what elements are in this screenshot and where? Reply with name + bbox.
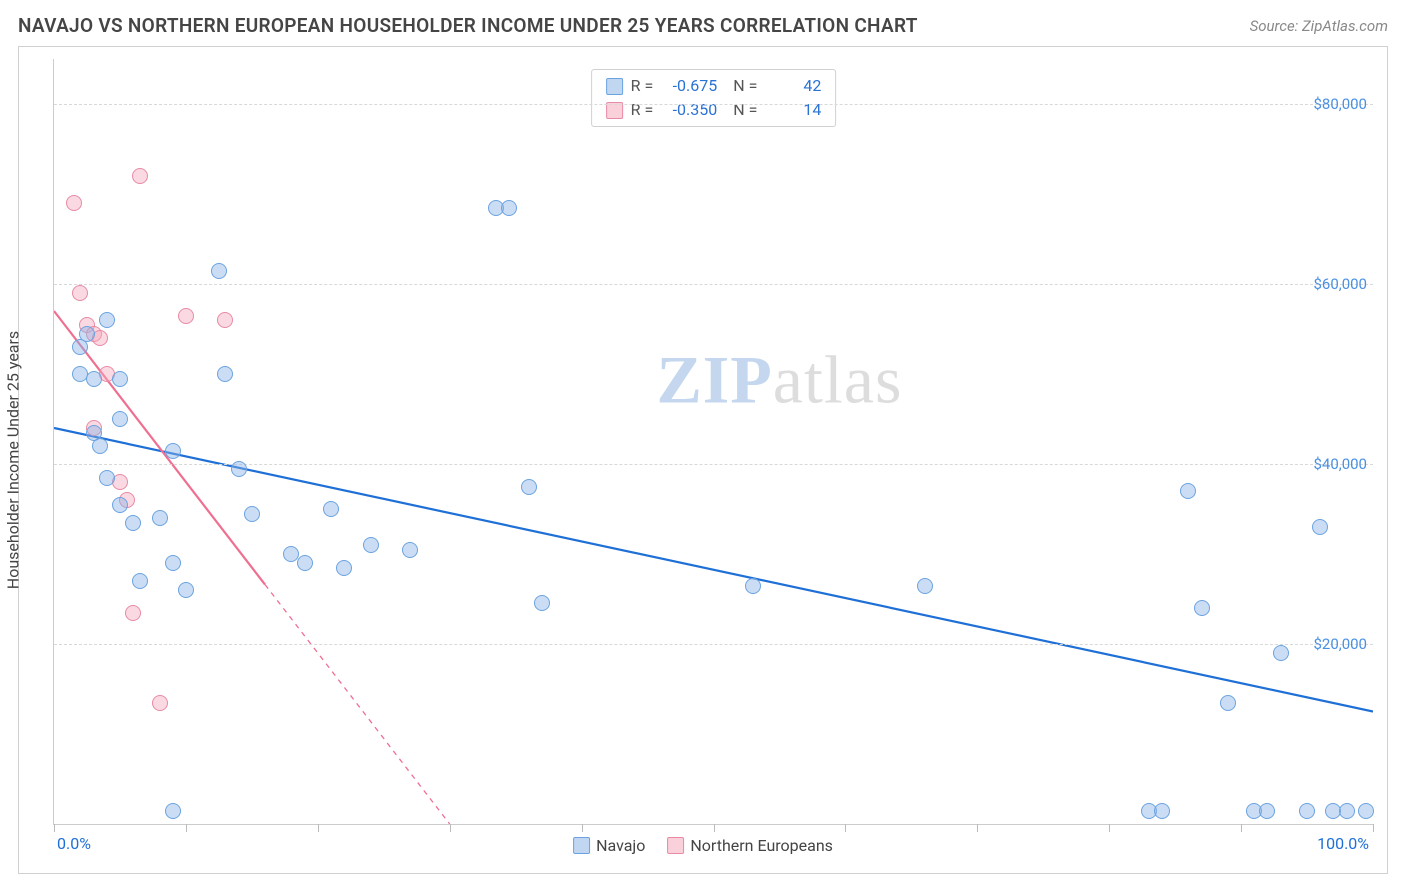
navajo-point (917, 578, 933, 594)
navajo-point (1259, 803, 1275, 819)
navajo-point (323, 501, 339, 517)
y-tick-label: $20,000 (1313, 635, 1367, 653)
stats-row-navajo: R = -0.675 N = 42 (606, 74, 822, 98)
navajo-point (217, 366, 233, 382)
source-label: Source: ZipAtlas.com (1250, 17, 1388, 35)
x-tick (582, 824, 583, 832)
navajo-point (132, 573, 148, 589)
x-tick (450, 824, 451, 832)
y-axis-title: Householder Income Under 25 years (4, 331, 23, 589)
legend-neuro: Northern Europeans (667, 836, 833, 855)
x-tick (186, 824, 187, 832)
navajo-point (1299, 803, 1315, 819)
navajo-point (745, 578, 761, 594)
neuro-point (66, 195, 82, 211)
chart-container: Householder Income Under 25 years ZIPatl… (18, 46, 1388, 874)
gridline (54, 464, 1373, 465)
navajo-point (297, 555, 313, 571)
navajo-point (1339, 803, 1355, 819)
x-tick (845, 824, 846, 832)
navajo-point (336, 560, 352, 576)
x-tick (1241, 824, 1242, 832)
x-tick (318, 824, 319, 832)
neuro-point (217, 312, 233, 328)
x-tick (1109, 824, 1110, 832)
gridline (54, 104, 1373, 105)
navajo-point (99, 470, 115, 486)
neuro-point (152, 695, 168, 711)
navajo-point (244, 506, 260, 522)
x-tick (54, 824, 55, 832)
navajo-point (165, 443, 181, 459)
navajo-point (402, 542, 418, 558)
navajo-point (178, 582, 194, 598)
x-axis-min-label: 0.0% (57, 834, 91, 853)
navajo-point (86, 371, 102, 387)
navajo-point (363, 537, 379, 553)
navajo-point (1358, 803, 1374, 819)
navajo-point (211, 263, 227, 279)
legend: Navajo Northern Europeans (573, 836, 833, 855)
navajo-point (92, 438, 108, 454)
navajo-point (152, 510, 168, 526)
stats-box: R = -0.675 N = 42 R = -0.350 N = 14 (591, 69, 837, 127)
navajo-point (534, 595, 550, 611)
navajo-point (1220, 695, 1236, 711)
navajo-point (125, 515, 141, 531)
navajo-point (165, 555, 181, 571)
y-tick-label: $80,000 (1313, 95, 1367, 113)
stats-row-neuro: R = -0.350 N = 14 (606, 98, 822, 122)
navajo-point (231, 461, 247, 477)
neuro-point (72, 285, 88, 301)
x-axis-max-label: 100.0% (1317, 834, 1369, 853)
x-tick (977, 824, 978, 832)
plot-area: ZIPatlas R = -0.675 N = 42 R = -0.350 N … (53, 59, 1373, 825)
watermark: ZIPatlas (656, 341, 902, 420)
neuro-swatch-icon (667, 837, 684, 854)
x-tick (1373, 824, 1374, 832)
navajo-point (165, 803, 181, 819)
chart-title: NAVAJO VS NORTHERN EUROPEAN HOUSEHOLDER … (18, 14, 918, 37)
x-tick (714, 824, 715, 832)
neuro-point (178, 308, 194, 324)
navajo-point (501, 200, 517, 216)
navajo-point (99, 312, 115, 328)
navajo-point (1312, 519, 1328, 535)
navajo-point (1154, 803, 1170, 819)
gridline (54, 284, 1373, 285)
gridline (54, 644, 1373, 645)
navajo-point (112, 371, 128, 387)
neuro-point (132, 168, 148, 184)
navajo-point (1194, 600, 1210, 616)
navajo-point (1180, 483, 1196, 499)
legend-navajo: Navajo (573, 836, 645, 855)
y-tick-label: $40,000 (1313, 455, 1367, 473)
navajo-point (79, 326, 95, 342)
navajo-swatch-icon (573, 837, 590, 854)
y-tick-label: $60,000 (1313, 275, 1367, 293)
neuro-point (125, 605, 141, 621)
navajo-point (112, 497, 128, 513)
navajo-point (521, 479, 537, 495)
navajo-point (1273, 645, 1289, 661)
navajo-point (112, 411, 128, 427)
trend-lines-layer (54, 59, 1373, 824)
navajo-swatch-icon (606, 78, 623, 95)
